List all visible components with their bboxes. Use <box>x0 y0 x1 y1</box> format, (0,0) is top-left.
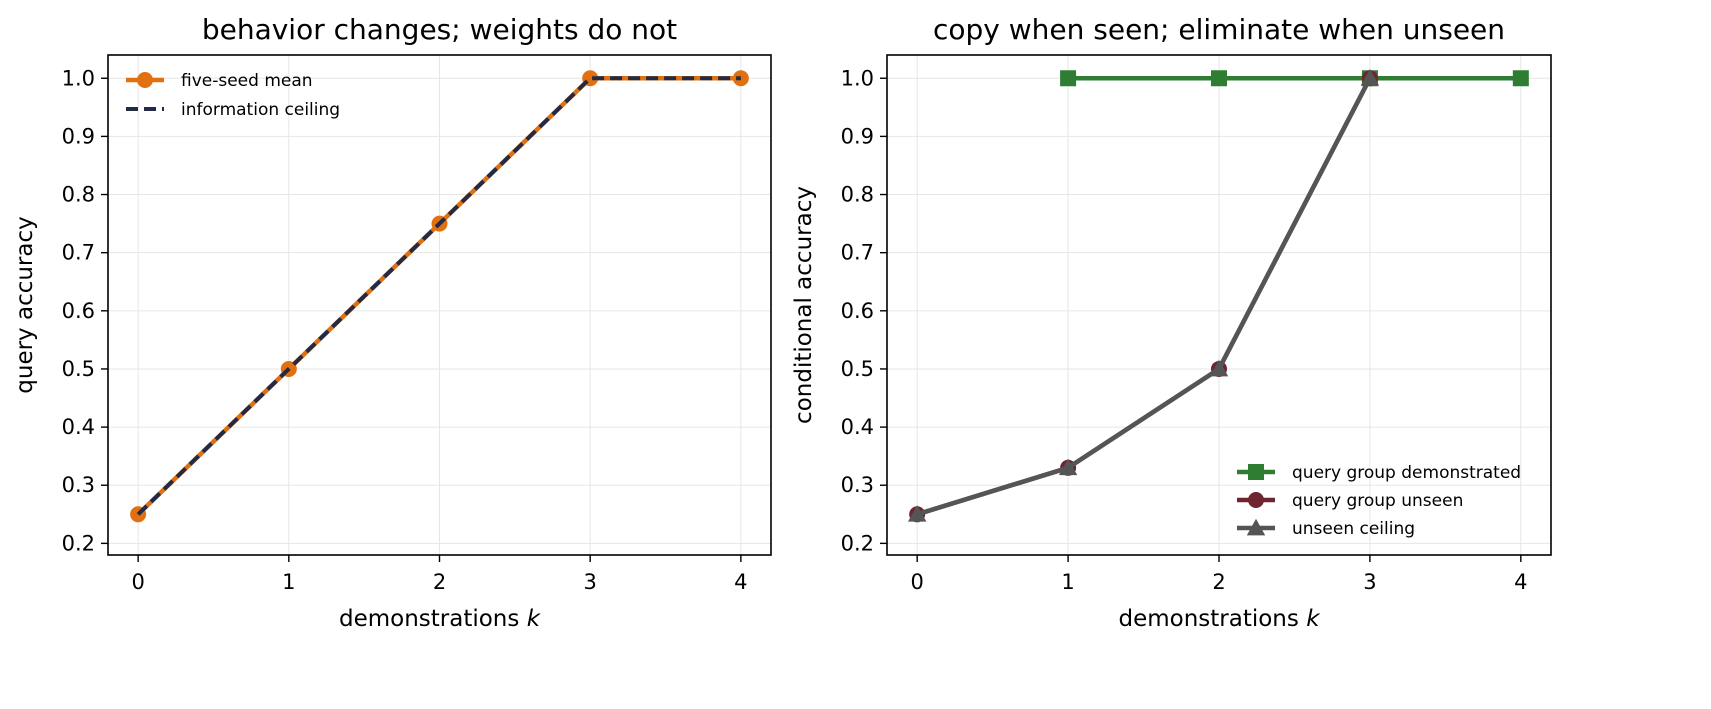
chart-title: copy when seen; eliminate when unseen <box>933 13 1505 46</box>
y-tick-label: 0.6 <box>62 299 95 323</box>
left-panel: 0 1 2 3 4 0.2 0.3 0.4 0.5 0.6 0.7 0.8 0.9 1.0 behavior… <box>12 13 772 632</box>
series-information-ceiling <box>136 76 741 516</box>
legend-item-query-group-demonstrated: query group demonstrated <box>1237 463 1521 483</box>
chart-title: behavior changes; weights do not <box>202 13 677 46</box>
x-axis-label-text: demonstrations <box>1118 606 1306 632</box>
legend: query group demonstrated query group unse… <box>1237 463 1521 539</box>
data-point <box>1060 70 1077 87</box>
y-tick-label: 0.3 <box>62 473 95 497</box>
y-tick-label: 0.8 <box>62 183 95 207</box>
y-tick-label: 0.7 <box>62 241 95 265</box>
series-query-group-demonstrated <box>1060 70 1529 87</box>
legend-swatch-marker <box>1246 518 1266 536</box>
data-point <box>1209 359 1229 377</box>
y-tick-label: 0.8 <box>841 183 874 207</box>
x-axis-label-text: demonstrations <box>339 606 527 632</box>
legend-label: unseen ceiling <box>1292 519 1415 539</box>
series-line <box>136 76 741 516</box>
x-tick-label: 2 <box>1212 570 1225 594</box>
legend-swatch-marker <box>1248 492 1264 508</box>
y-tick-label: 0.7 <box>841 241 874 265</box>
x-tick-label: 3 <box>1363 570 1376 594</box>
y-tick-label: 1.0 <box>62 66 95 90</box>
x-axis-label-variable: k <box>1306 606 1321 632</box>
data-point <box>1058 458 1078 476</box>
legend-swatch-marker <box>137 72 153 88</box>
legend-item-query-group-unseen: query group unseen <box>1237 491 1463 511</box>
x-axis-label: demonstrations k <box>1118 606 1321 632</box>
right-panel: 0 1 2 3 4 0.2 0.3 0.4 0.5 0.6 0.7 0.8 0.9 1.0 copy whe… <box>791 13 1552 632</box>
x-tick-label: 4 <box>734 570 747 594</box>
legend-swatch-marker <box>1248 464 1264 480</box>
y-tick-label: 0.9 <box>841 124 874 148</box>
legend-item-five-seed-mean: five-seed mean <box>126 71 313 91</box>
x-tick-label: 4 <box>1514 570 1527 594</box>
legend-label: query group demonstrated <box>1292 463 1521 483</box>
x-tick-label: 1 <box>282 570 295 594</box>
x-tick-label: 2 <box>433 570 446 594</box>
y-tick-label: 0.2 <box>62 531 95 555</box>
data-point <box>1211 70 1227 87</box>
x-axis-label: demonstrations k <box>339 606 542 632</box>
series-unseen-ceiling <box>907 69 1380 522</box>
y-tick-label: 0.5 <box>62 357 95 381</box>
x-tick-label: 3 <box>583 570 596 594</box>
y-tick-label: 0.4 <box>841 415 874 439</box>
y-tick-label: 0.3 <box>841 473 874 497</box>
y-tick-label: 0.9 <box>62 124 95 148</box>
legend-item-unseen-ceiling: unseen ceiling <box>1237 518 1415 539</box>
y-tick-label: 0.4 <box>62 415 95 439</box>
x-tick-label: 1 <box>1061 570 1074 594</box>
y-tick-label: 0.2 <box>841 531 874 555</box>
data-point <box>1360 69 1380 86</box>
x-tick-label: 0 <box>131 570 144 594</box>
legend-item-information-ceiling: information ceiling <box>126 100 340 120</box>
y-tick-label: 0.5 <box>841 357 874 381</box>
y-tick-label: 1.0 <box>841 66 874 90</box>
legend-label: query group unseen <box>1292 491 1463 511</box>
legend-label: five-seed mean <box>181 71 313 91</box>
y-tick-label: 0.6 <box>841 299 874 323</box>
y-axis-label: query accuracy <box>12 216 38 393</box>
legend: five-seed mean information ceiling <box>126 71 340 120</box>
series-line <box>916 77 1372 517</box>
legend-label: information ceiling <box>181 100 340 120</box>
data-point <box>907 505 927 522</box>
x-tick-label: 0 <box>910 570 923 594</box>
x-axis-label-variable: k <box>527 606 542 632</box>
y-axis-label: conditional accuracy <box>791 186 817 424</box>
data-point <box>1512 70 1529 87</box>
